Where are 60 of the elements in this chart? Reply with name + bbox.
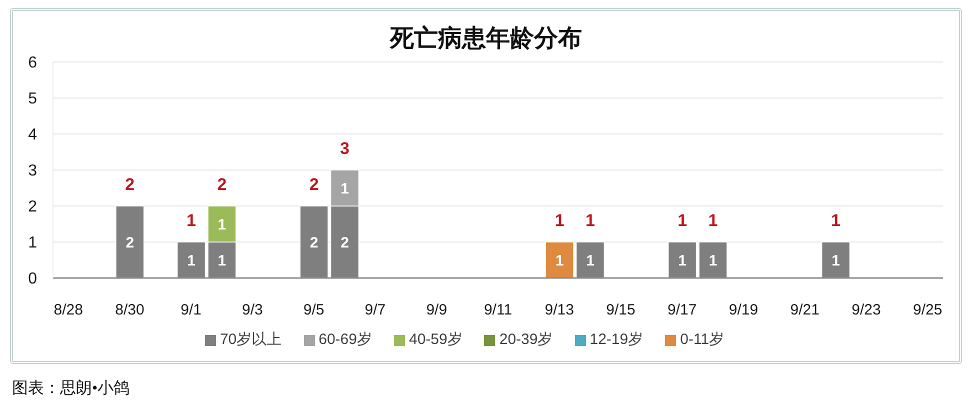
total-label: 2 [217, 175, 227, 194]
legend-label: 40-59岁 [409, 331, 462, 348]
x-tick-label: 9/17 [668, 302, 697, 319]
x-tick-label: 9/3 [242, 302, 263, 319]
total-label: 1 [831, 211, 841, 230]
total-label: 1 [186, 211, 196, 230]
data-label: 1 [708, 252, 718, 270]
x-tick-label: 9/13 [544, 302, 574, 319]
x-tick-label: 9/25 [913, 302, 942, 319]
bar [545, 242, 574, 278]
x-tick-label: 9/9 [426, 302, 448, 319]
total-label: 1 [554, 211, 564, 230]
total-label: 3 [340, 139, 350, 158]
x-tick-label: 9/11 [484, 302, 512, 319]
x-tick-label: 8/28 [54, 302, 83, 319]
bar [300, 206, 328, 278]
x-tick-label: 9/21 [790, 302, 820, 319]
text: 图表：思朗•小鸽 [12, 378, 130, 399]
x-tick-label: 9/15 [606, 302, 636, 319]
y-tick-label: 5 [28, 90, 38, 108]
data-label: 1 [832, 252, 840, 270]
legend-label: 60-69岁 [318, 331, 372, 348]
bar [176, 242, 206, 278]
total-label: 2 [125, 175, 135, 194]
data-label: 1 [218, 216, 226, 234]
bar [116, 206, 144, 278]
total-label: 1 [708, 211, 718, 230]
x-tick-label: 9/1 [180, 302, 202, 319]
y-tick-label: 6 [28, 54, 38, 72]
data-label: 1 [678, 252, 686, 270]
data-label: 1 [218, 252, 226, 270]
x-tick-label: 9/7 [364, 302, 386, 319]
y-tick-label: 1 [28, 234, 38, 252]
legend-label: 12-19岁 [590, 331, 644, 348]
bar [698, 242, 728, 278]
chart-title: 死亡病患年龄分布 [388, 24, 583, 54]
y-tick-label: 4 [28, 126, 38, 144]
legend-label: 20-39岁 [499, 331, 553, 348]
y-tick-label: 2 [28, 198, 38, 216]
total-label: 1 [678, 211, 688, 230]
y-tick-label: 3 [28, 162, 38, 180]
legend-label: 70岁以上 [220, 331, 282, 348]
data-label: 2 [126, 234, 134, 252]
x-tick-label: 9/19 [728, 302, 758, 319]
bar [668, 242, 697, 278]
data-label: 2 [340, 234, 349, 252]
data-label: 1 [340, 180, 349, 198]
y-tick-label: 0 [28, 270, 38, 288]
bar [821, 242, 850, 278]
data-label: 2 [310, 234, 318, 252]
data-label: 1 [586, 252, 594, 270]
x-tick-label: 9/23 [852, 302, 881, 319]
total-label: 2 [309, 175, 319, 194]
data-label: 1 [555, 252, 564, 270]
legend-label: 0-11岁 [680, 331, 724, 348]
x-tick-label: 9/5 [303, 302, 324, 319]
x-tick-label: 8/30 [115, 302, 144, 319]
data-label: 1 [187, 252, 196, 270]
total-label: 1 [586, 211, 595, 230]
bar [576, 242, 605, 278]
